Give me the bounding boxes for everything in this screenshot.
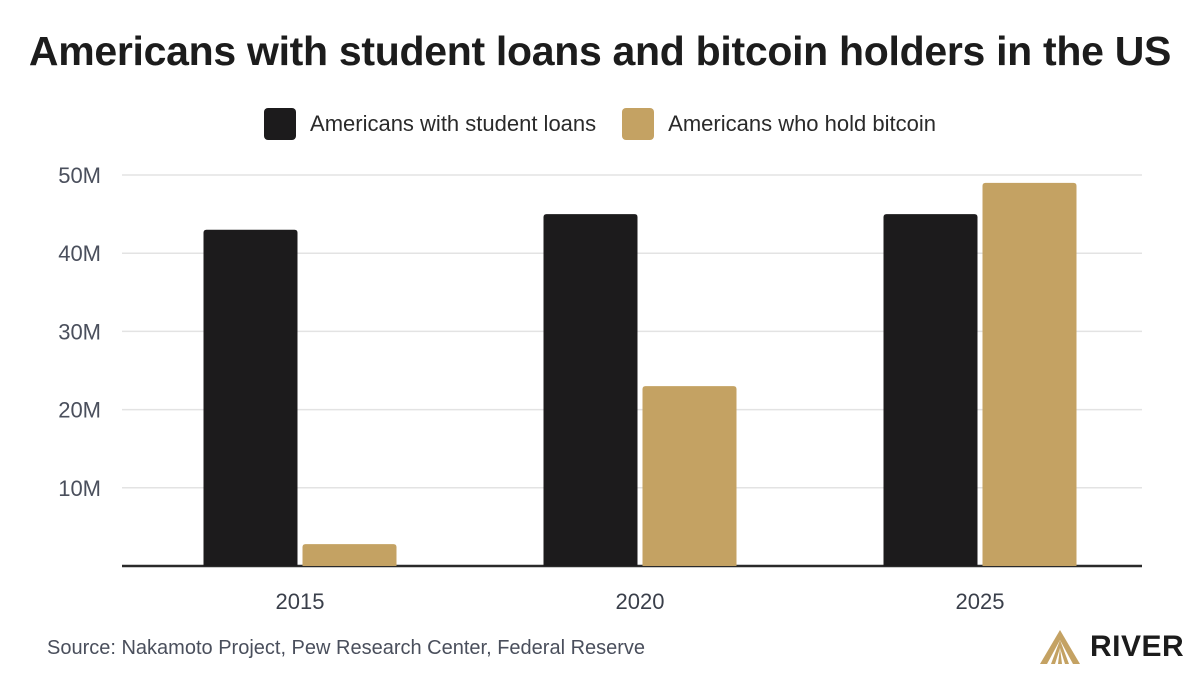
river-logo-icon: [1040, 630, 1080, 664]
y-tick-label: 10M: [58, 476, 101, 501]
legend-label-bitcoin: Americans who hold bitcoin: [668, 111, 936, 136]
legend: Americans with student loans Americans w…: [0, 108, 1200, 140]
y-tick-label: 20M: [58, 398, 101, 423]
y-tick-label: 30M: [58, 319, 101, 344]
y-tick-label: 50M: [58, 163, 101, 188]
logo-text: RIVER: [1090, 630, 1185, 663]
chart-title: Americans with student loans and bitcoin…: [28, 28, 1172, 74]
source-note: Source: Nakamoto Project, Pew Research C…: [47, 637, 646, 659]
legend-item-student-loans: Americans with student loans: [264, 108, 596, 140]
legend-swatch-bitcoin: [622, 108, 655, 140]
x-tick-label: 2020: [616, 589, 665, 614]
legend-swatch-student-loans: [264, 108, 297, 140]
legend-label-student-loans: Americans with student loans: [310, 111, 597, 136]
bar-student-loans-2015: [203, 229, 298, 567]
river-logo: RIVER: [1038, 628, 1184, 666]
x-tick-label: 2025: [956, 589, 1005, 614]
bar-bitcoin-2025: [982, 182, 1077, 566]
bar-student-loans-2025: [883, 214, 978, 566]
legend-item-bitcoin: Americans who hold bitcoin: [622, 108, 936, 140]
bar-bitcoin-2020: [642, 386, 737, 566]
x-tick-label: 2015: [276, 589, 325, 614]
y-tick-label: 40M: [58, 241, 101, 266]
bar-student-loans-2020: [543, 214, 638, 566]
bar-bitcoin-2015: [302, 544, 397, 566]
